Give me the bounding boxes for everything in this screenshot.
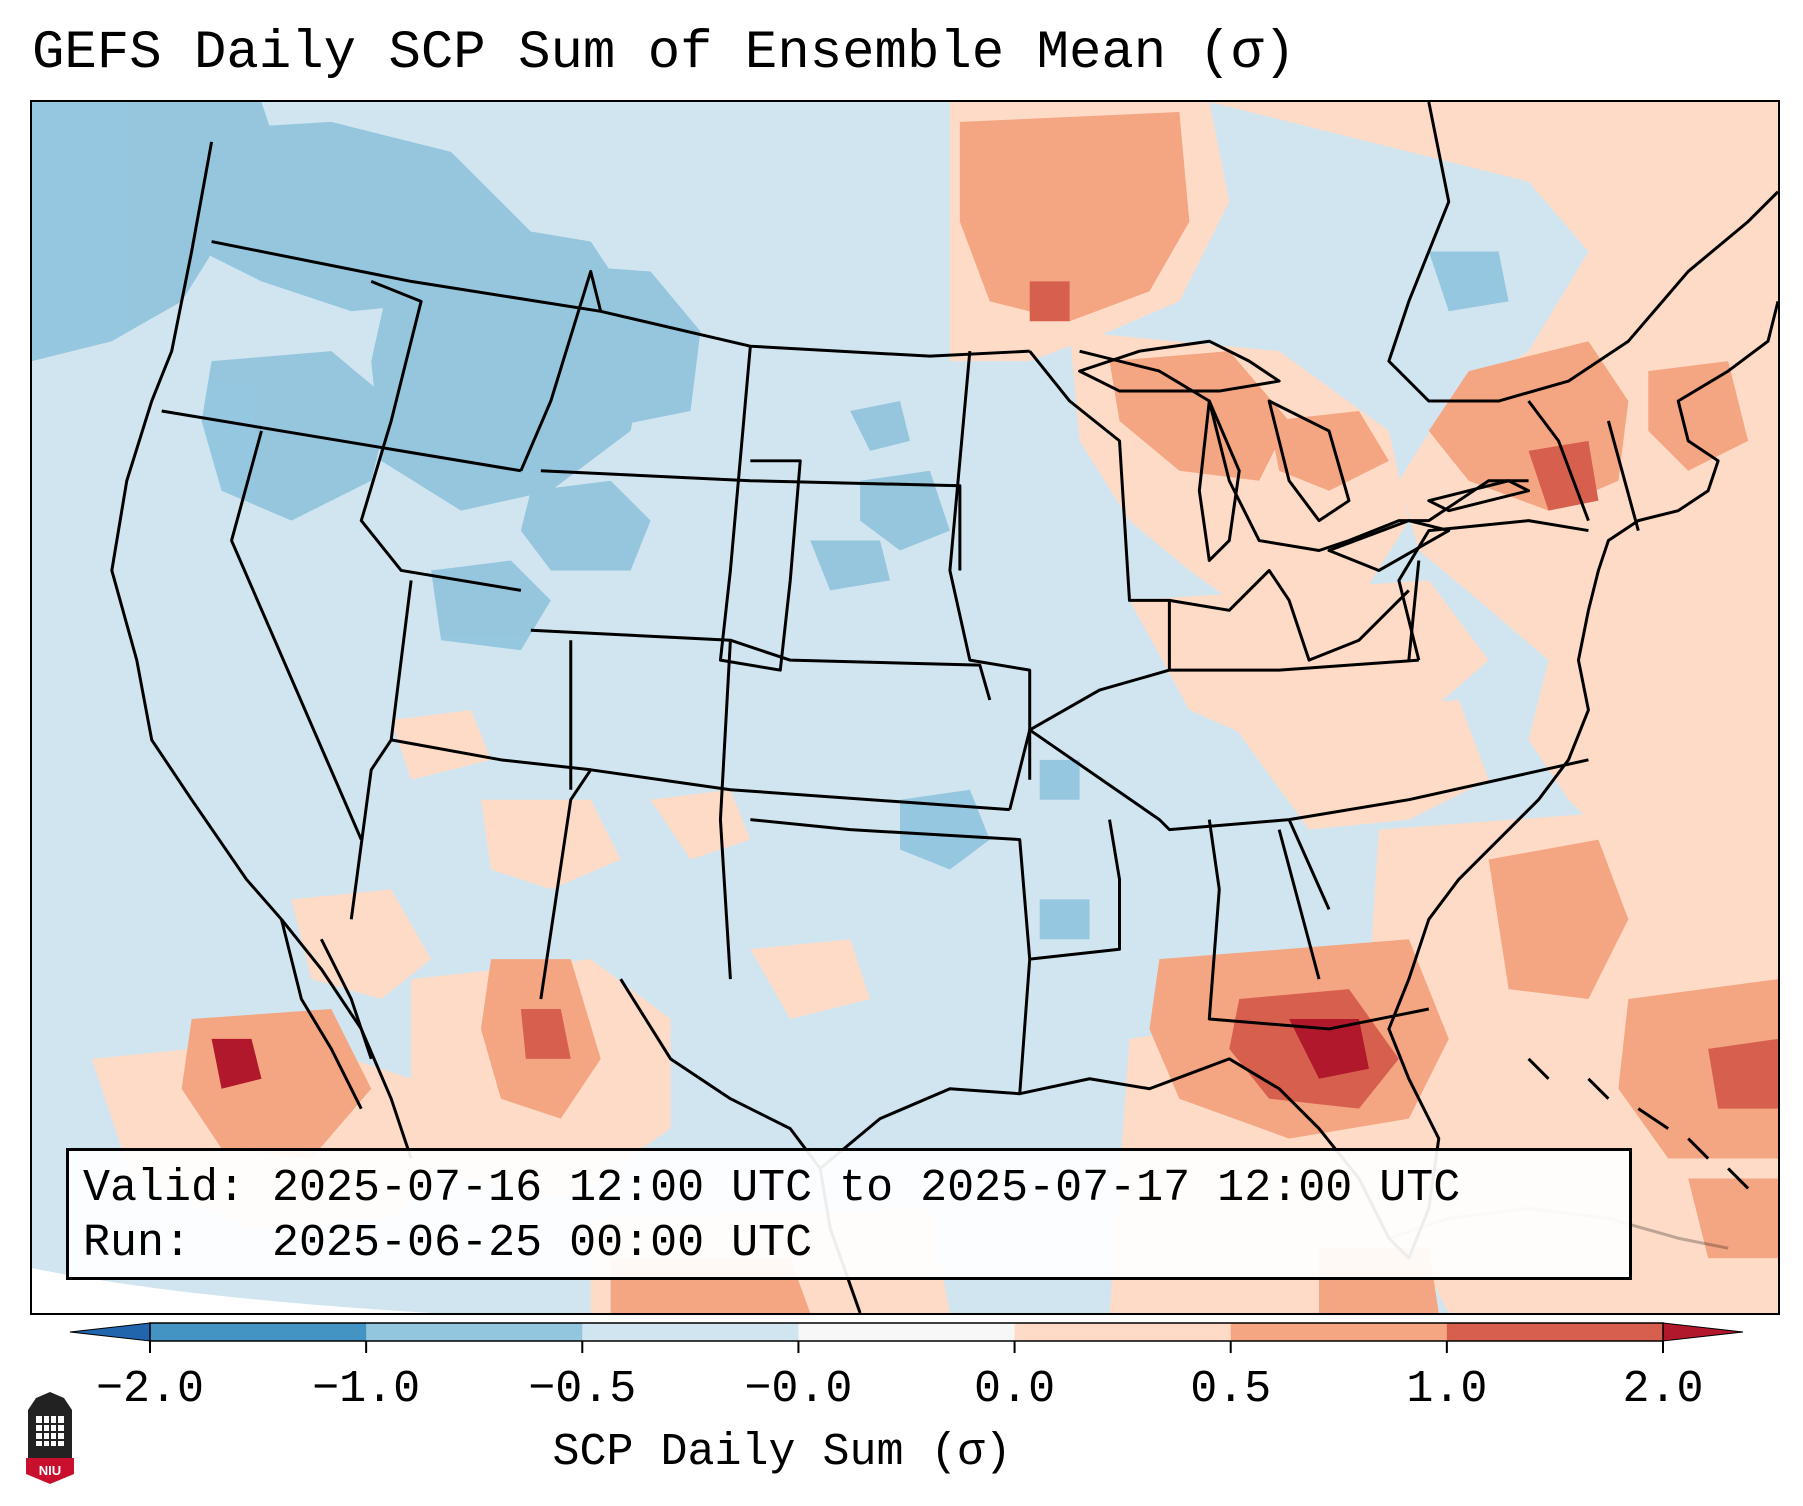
colorbar-tick-label: 0.5 [1190, 1364, 1272, 1415]
colorbar-tick-label: 0.0 [974, 1364, 1056, 1415]
projection-edge-bottom-left [32, 1268, 432, 1313]
colorbar [69, 1322, 1744, 1353]
bahamas [1527, 1057, 1750, 1190]
chart-title: GEFS Daily SCP Sum of Ensemble Mean (σ) [32, 23, 1296, 84]
baja-peninsula [279, 918, 373, 1110]
lake-michigan [1197, 399, 1241, 562]
valid-time-line: Valid: 2025-07-16 12:00 UTC to 2025-07-1… [83, 1163, 1461, 1214]
colorbar-segment [1014, 1323, 1232, 1341]
lake-huron [1267, 399, 1351, 523]
valid-run-info-box: Valid: 2025-07-16 12:00 UTC to 2025-07-1… [66, 1148, 1632, 1280]
lake-superior [1078, 339, 1281, 393]
colorbar-outline [149, 1322, 1664, 1342]
colorbar-tick-label: 2.0 [1622, 1364, 1704, 1415]
map-panel [30, 100, 1780, 1315]
colorbar-segment [1446, 1323, 1664, 1341]
colorbar-tick-label: −1.0 [312, 1364, 421, 1415]
logo-text: NIU [39, 1463, 61, 1478]
strong-positive-shading [211, 281, 1778, 1109]
lake-erie [1327, 519, 1451, 572]
colorbar-tick-label: −0.5 [528, 1364, 637, 1415]
colorbar-under-extend [69, 1322, 151, 1342]
colorbar-tick-label: −0.0 [744, 1364, 853, 1415]
niu-logo: NIU [26, 1392, 74, 1484]
colorbar-segment [798, 1323, 1016, 1341]
colorbar-segment [582, 1323, 799, 1341]
pacific-coastline [110, 141, 413, 1159]
colorbar-over-extend [1662, 1322, 1744, 1342]
map-svg [32, 102, 1778, 1313]
run-time-line: Run: 2025-06-25 00:00 UTC [83, 1218, 813, 1269]
us-canada-border [211, 240, 1030, 358]
colorbar-segment [150, 1323, 367, 1341]
atlantic-coastline [1407, 300, 1778, 980]
colorbar-segment [1230, 1323, 1448, 1341]
colorbar-ticks [149, 1341, 1664, 1353]
colorbar-tick-label: −2.0 [95, 1364, 205, 1415]
colorbar-tick-label: 1.0 [1406, 1364, 1488, 1415]
lake-ontario [1427, 479, 1531, 513]
colorbar-label: SCP Daily Sum (σ) [552, 1427, 1012, 1478]
colorbar-segments [69, 1322, 1744, 1342]
colorbar-segment [366, 1323, 583, 1341]
negative-anomaly-shading [32, 102, 1709, 940]
